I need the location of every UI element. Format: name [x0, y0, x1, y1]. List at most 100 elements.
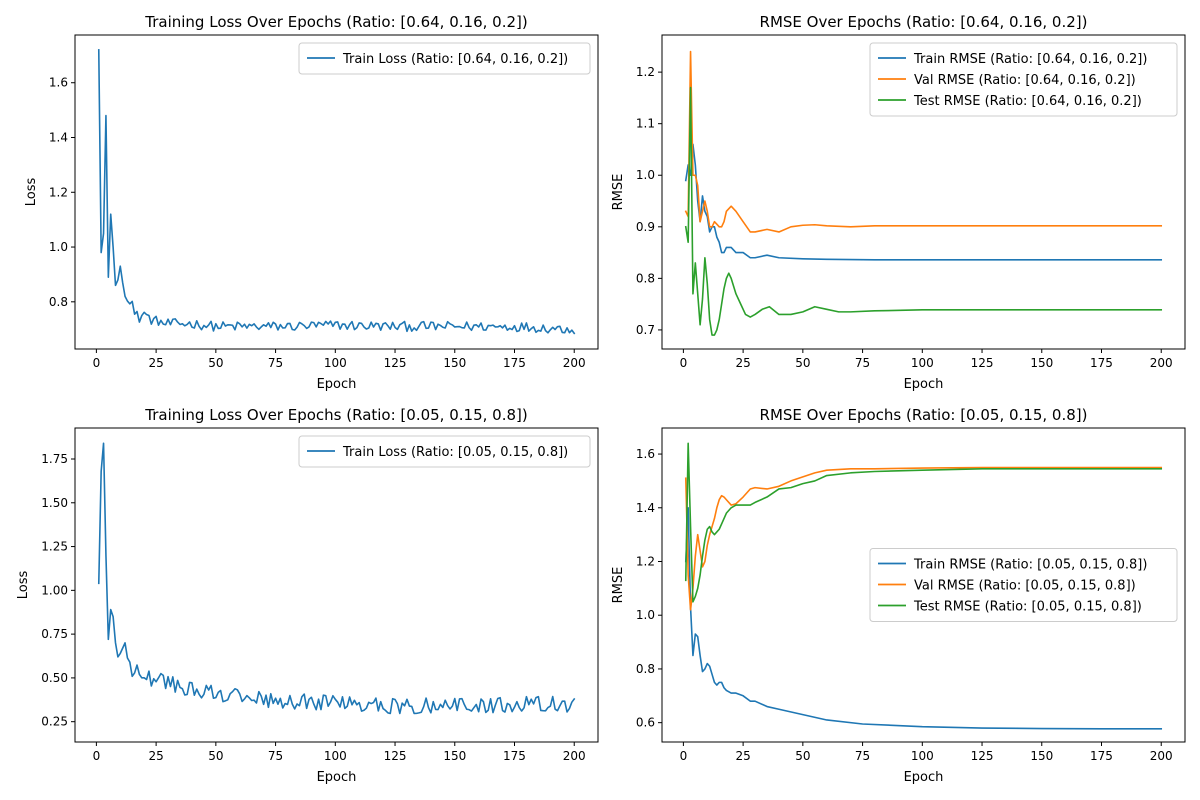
legend: Train RMSE (Ratio: [0.64, 0.16, 0.2]) Val… [869, 42, 1178, 117]
y-tick-label: 1.6 [636, 447, 655, 461]
y-tick-label: 1.2 [636, 65, 655, 79]
x-tick-label: 50 [208, 356, 223, 370]
y-axis-label: RMSE [611, 174, 626, 211]
y-tick-label: 0.75 [41, 627, 68, 641]
y-tick-label: 1.75 [41, 452, 68, 466]
series-line-train [684, 143, 1163, 261]
x-tick-label: 150 [1030, 356, 1053, 370]
x-tick-label: 50 [795, 749, 810, 763]
x-axis-label: Epoch [904, 377, 944, 392]
x-tick-label: 150 [443, 749, 466, 763]
x-tick-label: 175 [1090, 749, 1113, 763]
y-tick-label: 1.50 [41, 496, 68, 510]
subplot-3: 0 25 50 75 100 125 150 175 200 0.25 0.50 0.75 1.00 1.… [16, 406, 599, 785]
x-tick-label: 0 [93, 356, 101, 370]
legend-entry: Train Loss (Ratio: [0.05, 0.15, 0.8]) [342, 445, 568, 460]
x-tick-label: 175 [503, 356, 526, 370]
legend-box [869, 42, 1178, 117]
x-tick-label: 0 [680, 749, 688, 763]
x-tick-label: 75 [855, 749, 870, 763]
x-tick-label: 200 [563, 749, 586, 763]
y-tick-label: 1.25 [41, 540, 68, 554]
legend-entry: Train Loss (Ratio: [0.64, 0.16, 0.2]) [342, 52, 568, 67]
x-tick-label: 200 [1150, 356, 1173, 370]
y-tick-label: 0.8 [49, 295, 68, 309]
subplot-1: 0 25 50 75 100 125 150 175 200 0.8 1.0 1.2 1.4 1.6 Tra… [24, 13, 599, 392]
y-tick-label: 1.4 [636, 501, 655, 515]
y-axis-label: RMSE [611, 567, 626, 604]
y-tick-label: 0.50 [41, 671, 68, 685]
legend: Train RMSE (Ratio: [0.05, 0.15, 0.8]) Val… [869, 548, 1178, 622]
x-tick-label: 25 [148, 356, 163, 370]
y-axis-label: Loss [24, 178, 39, 207]
series-line-val [684, 466, 1163, 611]
legend-entry: Val RMSE (Ratio: [0.05, 0.15, 0.8]) [914, 579, 1136, 594]
legend-box [869, 548, 1178, 622]
x-tick-label: 100 [324, 356, 347, 370]
y-tick-label: 1.0 [636, 608, 655, 622]
x-tick-label: 150 [443, 356, 466, 370]
y-tick-label: 1.4 [49, 131, 68, 145]
x-tick-label: 175 [1090, 356, 1113, 370]
legend: Train Loss (Ratio: [0.05, 0.15, 0.8]) [298, 435, 591, 468]
x-tick-label: 125 [384, 749, 407, 763]
legend-entry: Train RMSE (Ratio: [0.05, 0.15, 0.8]) [913, 558, 1147, 573]
x-tick-label: 75 [268, 356, 283, 370]
axes-frame [661, 34, 1186, 350]
subplot-2: 0 25 50 75 100 125 150 175 200 0.7 0.8 0.9 1.0 1.1 1.2… [611, 13, 1186, 392]
y-axis-label: Loss [16, 571, 31, 600]
subplot-4: 0 25 50 75 100 125 150 175 200 0.6 0.8 1.0 1.2 1.4 1.6… [611, 406, 1186, 785]
legend-entry: Test RMSE (Ratio: [0.64, 0.16, 0.2]) [913, 94, 1142, 109]
subplot-title: RMSE Over Epochs (Ratio: [0.64, 0.16, 0.… [760, 13, 1088, 31]
legend-box [298, 42, 591, 75]
x-tick-label: 125 [971, 356, 994, 370]
x-tick-label: 125 [971, 749, 994, 763]
y-tick-label: 0.8 [636, 271, 655, 285]
series-line-train [97, 49, 576, 335]
y-tick-label: 1.2 [636, 554, 655, 568]
y-tick-label: 1.2 [49, 185, 68, 199]
series-line-train [684, 506, 1163, 730]
y-tick-label: 0.6 [636, 716, 655, 730]
y-tick-label: 1.0 [636, 168, 655, 182]
x-tick-label: 150 [1030, 749, 1053, 763]
x-tick-label: 200 [563, 356, 586, 370]
y-tick-label: 1.00 [41, 583, 68, 597]
x-tick-label: 50 [208, 749, 223, 763]
x-axis-label: Epoch [317, 377, 357, 392]
x-tick-label: 175 [503, 749, 526, 763]
x-tick-label: 100 [324, 749, 347, 763]
y-tick-label: 0.7 [636, 323, 655, 337]
x-tick-label: 75 [268, 749, 283, 763]
x-tick-label: 25 [735, 749, 750, 763]
x-tick-label: 100 [911, 749, 934, 763]
subplot-title: RMSE Over Epochs (Ratio: [0.05, 0.15, 0.… [760, 406, 1088, 424]
y-tick-label: 0.9 [636, 220, 655, 234]
x-tick-label: 0 [93, 749, 101, 763]
legend-box [298, 435, 591, 468]
x-axis-label: Epoch [904, 770, 944, 785]
x-axis-label: Epoch [317, 770, 357, 785]
x-tick-label: 75 [855, 356, 870, 370]
axes-frame [661, 427, 1186, 743]
legend: Train Loss (Ratio: [0.64, 0.16, 0.2]) [298, 42, 591, 75]
y-tick-label: 1.1 [636, 117, 655, 131]
y-tick-label: 1.0 [49, 240, 68, 254]
legend-entry: Val RMSE (Ratio: [0.64, 0.16, 0.2]) [914, 73, 1136, 88]
x-tick-label: 25 [735, 356, 750, 370]
series-line-test [684, 86, 1163, 336]
legend-entry: Train RMSE (Ratio: [0.64, 0.16, 0.2]) [913, 52, 1147, 67]
x-tick-label: 25 [148, 749, 163, 763]
axes-frame [74, 427, 599, 743]
x-tick-label: 125 [384, 356, 407, 370]
y-tick-label: 0.8 [636, 662, 655, 676]
series-line-val [684, 50, 1163, 233]
y-tick-label: 0.25 [41, 715, 68, 729]
legend-entry: Test RMSE (Ratio: [0.05, 0.15, 0.8]) [913, 600, 1142, 615]
x-tick-label: 100 [911, 356, 934, 370]
subplot-title: Training Loss Over Epochs (Ratio: [0.64,… [144, 13, 527, 31]
subplot-title: Training Loss Over Epochs (Ratio: [0.05,… [144, 406, 527, 424]
series-line-train [97, 442, 576, 715]
